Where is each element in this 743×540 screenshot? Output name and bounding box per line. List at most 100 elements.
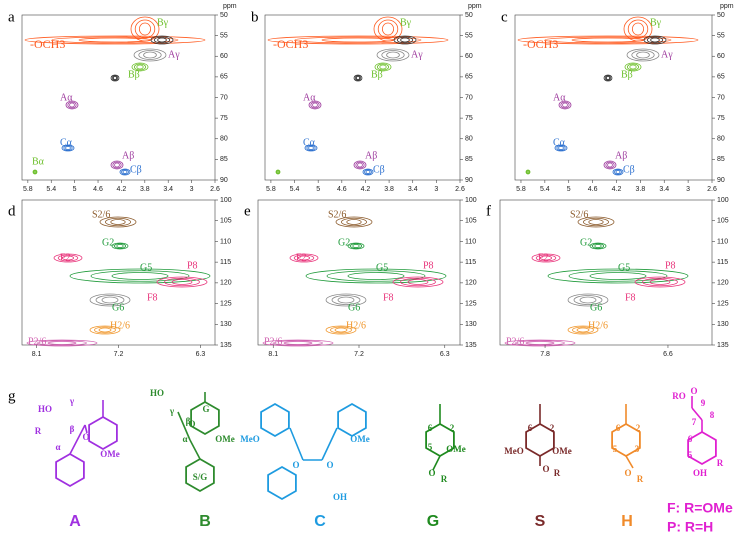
panel-label: g bbox=[8, 388, 16, 404]
contour bbox=[558, 146, 564, 150]
contour bbox=[636, 51, 650, 59]
bond bbox=[189, 439, 201, 460]
contour bbox=[57, 254, 79, 262]
atom-label: OH bbox=[333, 492, 347, 502]
y-tick-label: 130 bbox=[220, 321, 232, 328]
contour bbox=[95, 295, 125, 305]
peak-label: Aα bbox=[303, 92, 316, 103]
contour bbox=[560, 101, 570, 109]
peak-label: S2/6 bbox=[328, 209, 346, 220]
atom-label: 5 bbox=[613, 444, 618, 454]
contour bbox=[110, 160, 124, 170]
contour bbox=[138, 50, 162, 60]
bond bbox=[432, 455, 441, 471]
contour bbox=[112, 161, 122, 169]
contour bbox=[51, 36, 179, 44]
x-tick-label: 3 bbox=[434, 186, 438, 193]
x-tick-label: 3 bbox=[686, 186, 690, 193]
panel-label: f bbox=[486, 203, 491, 219]
contour bbox=[150, 35, 174, 45]
peak-label: G5 bbox=[140, 262, 152, 273]
contour bbox=[164, 277, 200, 287]
x-tick-label: 2.6 bbox=[707, 186, 717, 193]
contour bbox=[646, 36, 664, 44]
y-tick-label: 100 bbox=[717, 197, 729, 204]
x-tick-label: 2.6 bbox=[455, 186, 465, 193]
peak-label: Cα bbox=[553, 137, 566, 148]
bond bbox=[625, 455, 634, 469]
atom-label: R bbox=[35, 426, 42, 436]
y-tick-label: 120 bbox=[717, 280, 729, 287]
y-tick-label: 60 bbox=[465, 53, 473, 60]
contour bbox=[364, 169, 372, 175]
contour bbox=[267, 35, 449, 45]
contour bbox=[113, 76, 118, 80]
contour bbox=[312, 102, 318, 108]
x-tick-label: 5.8 bbox=[266, 186, 276, 193]
y-tick-label: 75 bbox=[220, 115, 228, 122]
y-tick-label: 70 bbox=[717, 94, 725, 101]
atom-label: γ bbox=[69, 396, 75, 406]
y-tick-label: 120 bbox=[465, 280, 477, 287]
unit-label: ppm bbox=[720, 3, 734, 10]
y-tick-label: 55 bbox=[717, 32, 725, 39]
y-tick-label: 110 bbox=[717, 238, 728, 245]
peak-label: H2/6 bbox=[110, 320, 130, 331]
panel-label: a bbox=[8, 9, 15, 25]
peak-label: P2/6 bbox=[506, 336, 524, 347]
ring bbox=[267, 465, 297, 501]
peak-label: Cβ bbox=[623, 164, 635, 175]
contour bbox=[589, 242, 607, 250]
contour bbox=[612, 168, 624, 176]
contour bbox=[556, 145, 566, 151]
contour bbox=[643, 35, 667, 45]
peak-label: Aβ bbox=[365, 150, 377, 161]
peak-label: P2/6 bbox=[28, 336, 46, 347]
unit-label: ppm bbox=[223, 3, 237, 10]
peak-label: P8 bbox=[187, 260, 198, 271]
contour bbox=[376, 63, 389, 71]
contour bbox=[337, 296, 355, 304]
atom-label: OMe bbox=[100, 449, 120, 459]
structure-name: A bbox=[69, 513, 81, 530]
contour bbox=[588, 219, 604, 225]
ring bbox=[88, 415, 118, 451]
contour bbox=[116, 244, 124, 248]
structure-name: B bbox=[199, 513, 211, 530]
x-tick-label: 5 bbox=[567, 186, 571, 193]
y-tick-label: 135 bbox=[465, 342, 477, 349]
x-tick-label: 6.6 bbox=[663, 351, 673, 358]
contour bbox=[567, 293, 609, 307]
structure-name: C bbox=[314, 513, 326, 530]
contour bbox=[89, 293, 131, 307]
y-tick-label: 60 bbox=[220, 53, 228, 60]
y-tick-label: 130 bbox=[717, 321, 729, 328]
atom-label: S/G bbox=[193, 472, 208, 482]
contour bbox=[567, 325, 599, 335]
contour bbox=[110, 219, 126, 225]
contour bbox=[517, 35, 699, 45]
x-tick-label: 5.8 bbox=[516, 186, 526, 193]
contour bbox=[53, 253, 83, 263]
contour bbox=[133, 63, 146, 71]
contour bbox=[110, 74, 120, 82]
contour bbox=[615, 170, 621, 174]
contour bbox=[603, 160, 617, 170]
atom-label: 6 bbox=[688, 434, 693, 444]
contour bbox=[99, 216, 137, 228]
peak-label: G6 bbox=[348, 302, 360, 313]
atom-label: R bbox=[554, 468, 561, 478]
atom-label: 6 bbox=[616, 423, 621, 433]
y-tick-label: 70 bbox=[465, 94, 473, 101]
peak-label: G2 bbox=[338, 237, 350, 248]
contour bbox=[353, 160, 367, 170]
y-tick-label: 100 bbox=[465, 197, 477, 204]
x-tick-label: 6.3 bbox=[440, 351, 450, 358]
contour bbox=[121, 169, 129, 175]
panel-label: e bbox=[244, 203, 251, 219]
x-tick-label: 5.4 bbox=[290, 186, 300, 193]
contour bbox=[273, 340, 323, 346]
y-tick-label: 75 bbox=[465, 115, 473, 122]
contour bbox=[114, 162, 120, 168]
x-tick-label: 2.6 bbox=[210, 186, 220, 193]
